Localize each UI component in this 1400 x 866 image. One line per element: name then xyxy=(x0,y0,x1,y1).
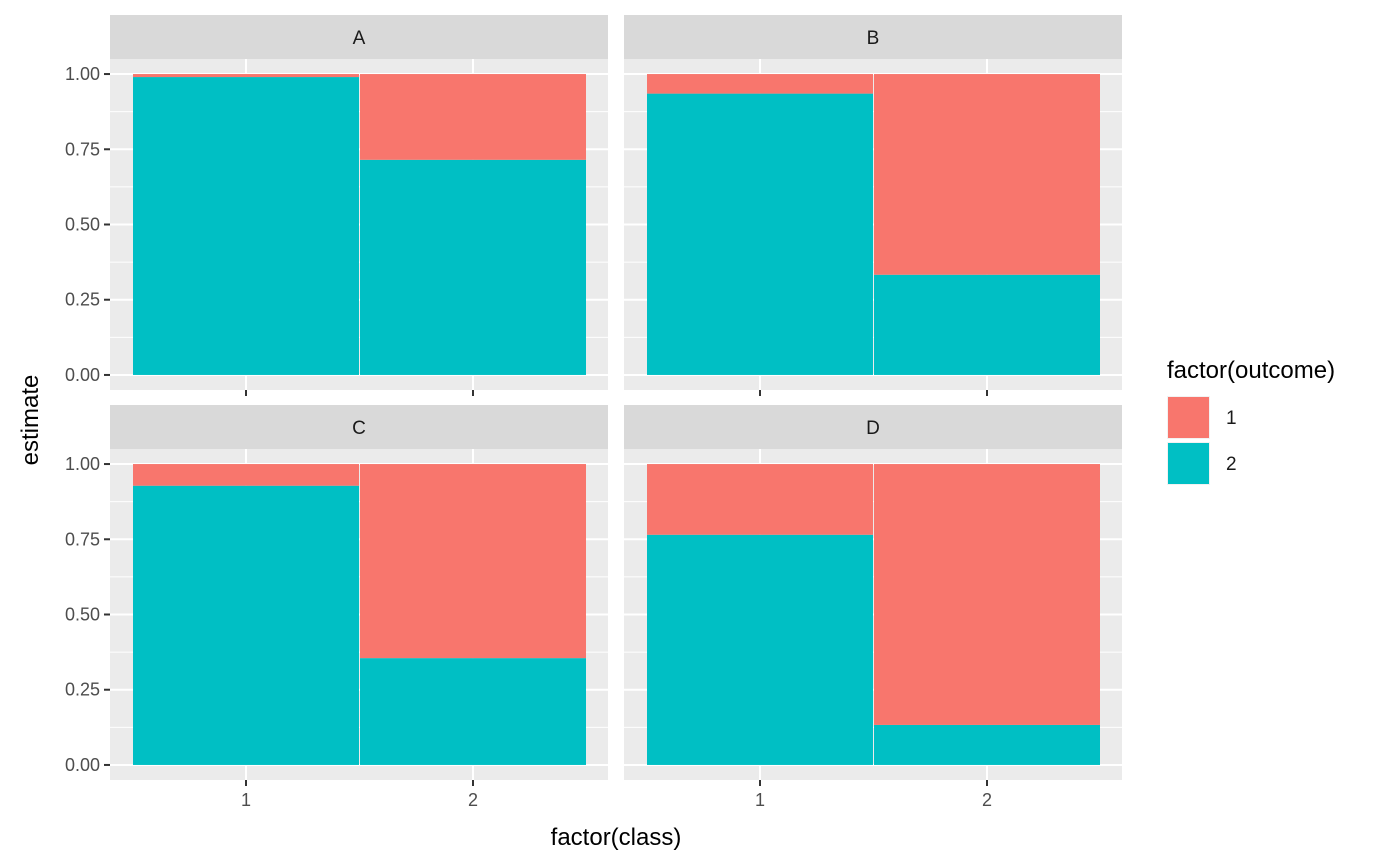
x-tick-label: 1 xyxy=(755,790,765,810)
facet-strip-label: B xyxy=(867,28,880,49)
legend-label-outcome-1: 1 xyxy=(1226,408,1237,429)
y-tick-label: 0.75 xyxy=(65,139,100,159)
bar-b-class1-outcome1 xyxy=(647,74,873,94)
bar-a-class1-outcome1 xyxy=(133,74,359,78)
bar-a-class2-outcome1 xyxy=(360,74,586,160)
y-tick-label: 0.00 xyxy=(65,755,100,775)
bar-c-class2-outcome2 xyxy=(360,658,586,765)
y-tick-label: 1.00 xyxy=(65,454,100,474)
y-tick-label: 1.00 xyxy=(65,64,100,84)
legend-title: factor(outcome) xyxy=(1167,357,1335,384)
axes: 0.00 0.25 0.50 0.75 1.00 0.00 0.25 0.50 0.75 1.00… xyxy=(65,64,992,810)
facet-panel-b: B xyxy=(624,15,1122,390)
bar-b-class2-outcome1 xyxy=(874,74,1100,275)
bar-b-class2-outcome2 xyxy=(874,274,1100,375)
y-tick-label: 0.00 xyxy=(65,365,100,385)
facet-strip xyxy=(110,15,608,59)
facet-strip-label: A xyxy=(353,28,366,49)
facet-strip-label: C xyxy=(352,418,366,439)
bar-a-class1-outcome2 xyxy=(133,77,359,375)
facet-panel-c: C xyxy=(110,405,608,780)
facet-panel-a: A xyxy=(110,15,608,390)
legend-key-outcome-2 xyxy=(1168,443,1209,484)
bar-d-class2-outcome2 xyxy=(874,724,1100,765)
x-tick-label: 2 xyxy=(468,790,478,810)
y-tick-label: 0.50 xyxy=(65,215,100,235)
bar-c-class1-outcome1 xyxy=(133,464,359,486)
facet-strip xyxy=(624,15,1122,59)
facet-strip xyxy=(624,405,1122,449)
legend: factor(outcome) 1 2 xyxy=(1167,357,1335,485)
bar-a-class2-outcome2 xyxy=(360,159,586,375)
x-axis-title: factor(class) xyxy=(551,824,682,851)
bar-d-class2-outcome1 xyxy=(874,464,1100,725)
facet-panels: A B C D xyxy=(110,15,1122,780)
x-tick-label: 1 xyxy=(241,790,251,810)
bar-d-class1-outcome2 xyxy=(647,534,873,765)
bar-b-class1-outcome2 xyxy=(647,93,873,375)
y-tick-label: 0.25 xyxy=(65,680,100,700)
legend-label-outcome-2: 2 xyxy=(1226,454,1237,475)
legend-key-outcome-1 xyxy=(1168,397,1209,438)
bar-c-class1-outcome2 xyxy=(133,485,359,765)
y-tick-label: 0.75 xyxy=(65,529,100,549)
bar-c-class2-outcome1 xyxy=(360,464,586,659)
y-tick-label: 0.25 xyxy=(65,290,100,310)
facet-panel-d: D xyxy=(624,405,1122,780)
y-axis-title: estimate xyxy=(17,375,44,466)
bar-d-class1-outcome1 xyxy=(647,464,873,535)
facet-strip-label: D xyxy=(866,418,880,439)
facet-strip xyxy=(110,405,608,449)
y-tick-label: 0.50 xyxy=(65,605,100,625)
x-tick-label: 2 xyxy=(982,790,992,810)
